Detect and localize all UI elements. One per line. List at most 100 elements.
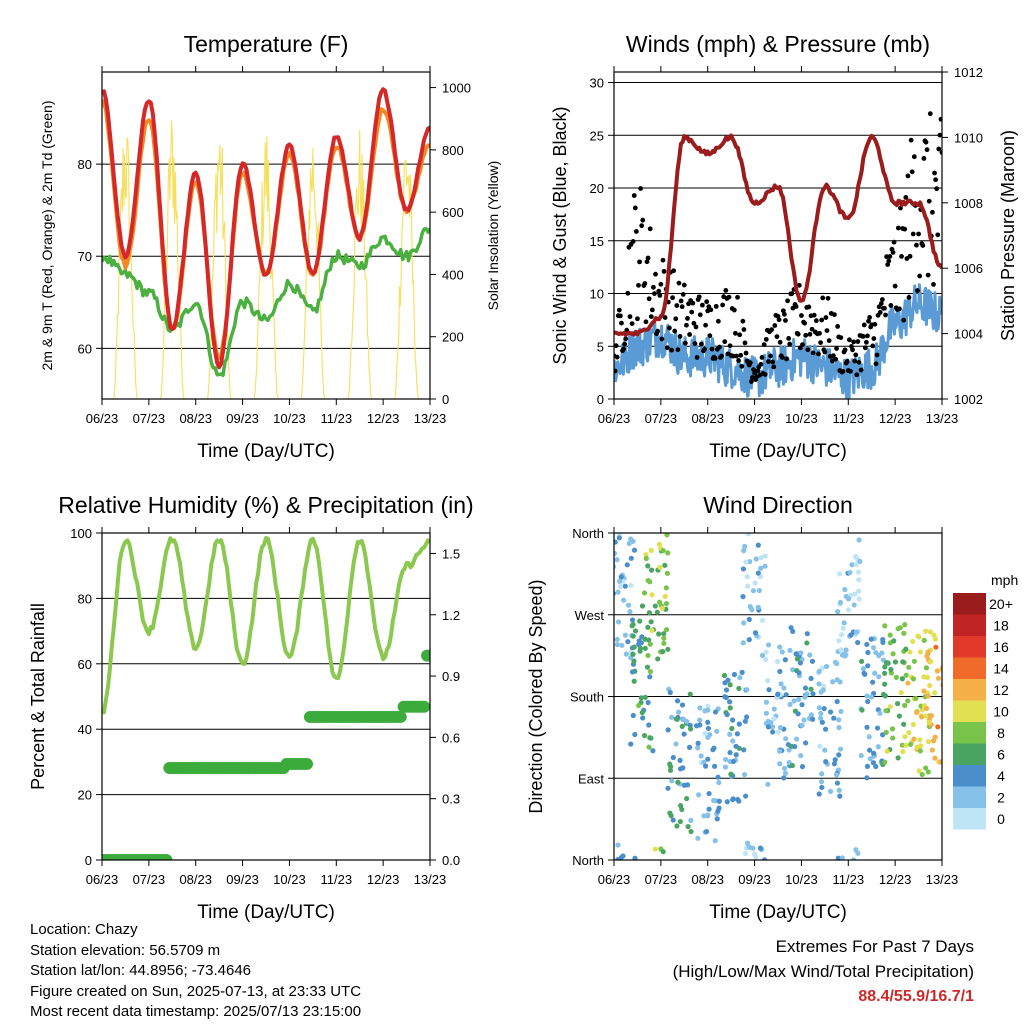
y2-tick-label: 1.5 — [442, 546, 460, 561]
wind-direction-point — [715, 774, 721, 780]
wind-direction-point — [938, 759, 942, 765]
wind-direction-point — [730, 796, 736, 802]
wind-direction-point — [816, 705, 822, 711]
gust-point — [772, 323, 778, 328]
wind-direction-point — [916, 634, 922, 640]
gust-point — [762, 372, 768, 377]
wind-direction-point — [832, 757, 838, 763]
wind-direction-point — [648, 567, 655, 573]
wind-direction-point — [781, 775, 787, 781]
wind-direction-point — [775, 691, 781, 697]
wind-direction-point — [640, 715, 646, 721]
wind-direction-point — [622, 632, 629, 638]
gust-point — [891, 239, 897, 245]
wind-direction-point — [887, 632, 893, 638]
wind-direction-point — [648, 547, 654, 554]
gust-point — [844, 359, 850, 364]
wind-direction-point — [841, 651, 847, 657]
temp-2m-series-line — [102, 87, 430, 370]
wind-direction-point — [714, 728, 720, 734]
wind-direction-point — [616, 535, 622, 541]
wind-direction-point — [647, 641, 653, 647]
wind-direction-point — [670, 817, 676, 823]
gust-point — [682, 340, 688, 346]
wind-direction-point — [746, 616, 752, 622]
wind-direction-point — [743, 793, 749, 799]
wind-direction-point — [762, 553, 768, 559]
wind-direction-point — [903, 646, 909, 652]
wind-direction-point — [793, 736, 800, 742]
wind-direction-point — [799, 764, 806, 770]
gust-point — [652, 291, 657, 296]
wind-direction-point — [816, 681, 822, 687]
wind-direction-point — [877, 710, 883, 716]
wind-direction-point — [673, 741, 679, 747]
wind-direction-point — [646, 637, 652, 643]
wind-direction-point — [667, 810, 673, 816]
legend-swatch — [953, 700, 986, 722]
gust-point — [905, 173, 911, 179]
wind-direction-point — [637, 618, 643, 624]
wind-direction-point — [621, 597, 627, 603]
station-latlon: Station lat/lon: 44.8956; -73.4646 — [30, 962, 252, 979]
x-tick-label: 06/23 — [598, 411, 631, 426]
gust-point — [643, 319, 649, 325]
wind-direction-point — [837, 571, 843, 577]
wind-direction-point — [727, 705, 733, 711]
wind-direction-point — [643, 555, 649, 562]
wind-direction-point — [856, 577, 862, 583]
gust-point — [722, 339, 728, 345]
gust-point — [858, 367, 864, 373]
wind-direction-point — [647, 669, 654, 675]
wind-direction-point — [943, 758, 948, 763]
gust-point — [850, 347, 855, 353]
gust-point — [786, 335, 792, 341]
gust-point — [848, 368, 853, 374]
wind-direction-point — [852, 591, 858, 597]
gust-point — [888, 303, 894, 308]
wind-direction-point — [731, 671, 738, 678]
wind-direction-point — [902, 702, 908, 709]
gust-point — [784, 356, 789, 362]
gust-point — [672, 328, 678, 334]
gust-point — [614, 354, 620, 360]
chart-title: Wind Direction — [703, 492, 853, 518]
wind-direction-point — [744, 687, 750, 693]
wind-direction-point — [856, 588, 862, 594]
gust-point — [737, 332, 743, 338]
wind-direction-point — [741, 747, 747, 753]
wind-direction-point — [750, 588, 757, 594]
wind-direction-point — [872, 670, 878, 676]
gust-point — [934, 186, 940, 192]
chart-title: Winds (mph) & Pressure (mb) — [626, 31, 930, 57]
wind-direction-point — [777, 644, 783, 650]
y-tick-label: North — [572, 526, 604, 541]
wind-direction-point — [632, 855, 638, 860]
wind-direction-point — [864, 763, 871, 769]
wind-direction-point — [890, 651, 896, 657]
gust-point — [878, 301, 884, 306]
wind-direction-point — [834, 780, 841, 786]
gust-point — [921, 156, 927, 161]
wind-direction-point — [680, 765, 686, 771]
wind-direction-point — [661, 635, 667, 641]
wind-direction-point — [716, 798, 722, 804]
x-tick-label: 08/23 — [179, 872, 212, 887]
wind-direction-point — [623, 651, 629, 657]
wind-direction-point — [917, 649, 924, 655]
solar-series-line — [113, 137, 138, 399]
gust-point — [704, 299, 710, 305]
wind-direction-point — [733, 752, 739, 758]
wind-direction-point — [899, 676, 905, 682]
wind-direction-point — [810, 716, 816, 722]
wind-direction-point — [632, 628, 639, 634]
wind-direction-point — [758, 554, 764, 561]
gust-point — [799, 313, 804, 318]
wind-direction-point — [622, 583, 628, 589]
wind-direction-point — [730, 758, 736, 765]
gust-point — [676, 280, 682, 286]
gust-point — [926, 198, 932, 204]
wind-direction-point — [943, 738, 948, 743]
gust-point — [774, 334, 780, 339]
x-tick-label: 11/23 — [320, 872, 352, 887]
